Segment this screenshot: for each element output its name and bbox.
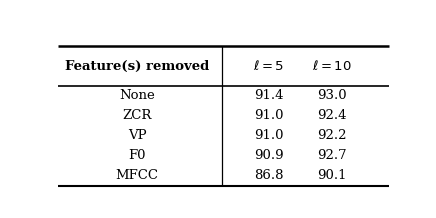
Text: ZCR: ZCR [123, 109, 152, 122]
Text: 91.0: 91.0 [254, 109, 284, 122]
Text: 90.1: 90.1 [317, 169, 346, 182]
Text: 92.2: 92.2 [317, 129, 346, 142]
Text: $\ell = 5$: $\ell = 5$ [253, 59, 285, 73]
Text: 91.0: 91.0 [254, 129, 284, 142]
Text: None: None [119, 89, 155, 102]
Text: 90.9: 90.9 [254, 149, 284, 162]
Text: 93.0: 93.0 [317, 89, 346, 102]
Text: 92.7: 92.7 [317, 149, 346, 162]
Text: F0: F0 [129, 149, 146, 162]
Text: 91.4: 91.4 [254, 89, 284, 102]
Text: 86.8: 86.8 [254, 169, 284, 182]
Text: VP: VP [128, 129, 146, 142]
Text: 92.4: 92.4 [317, 109, 346, 122]
Text: Feature(s) removed: Feature(s) removed [65, 60, 209, 73]
Text: $\ell = 10$: $\ell = 10$ [312, 59, 351, 73]
Text: MFCC: MFCC [116, 169, 159, 182]
